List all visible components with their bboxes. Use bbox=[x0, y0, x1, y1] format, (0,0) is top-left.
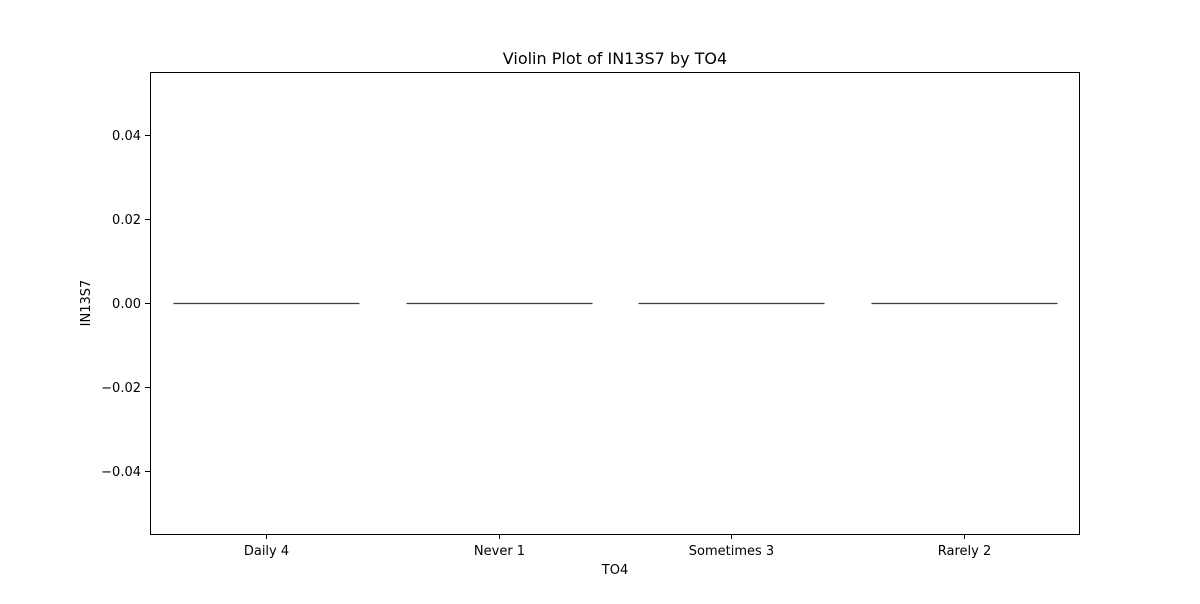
y-axis-label: IN13S7 bbox=[79, 280, 94, 327]
x-axis-label: TO4 bbox=[601, 563, 628, 578]
x-axis: Daily 4 Never 1 Sometimes 3 Rarely 2 bbox=[244, 534, 991, 559]
y-tick-label: 0.04 bbox=[112, 129, 141, 144]
x-tick-label: Rarely 2 bbox=[938, 544, 991, 559]
y-tick-label: 0.00 bbox=[112, 297, 141, 312]
x-tick-label: Never 1 bbox=[474, 544, 525, 559]
plot-area-frame bbox=[150, 72, 1080, 535]
chart-title: Violin Plot of IN13S7 by TO4 bbox=[503, 49, 727, 68]
x-tick-label: Sometimes 3 bbox=[689, 544, 774, 559]
y-tick-label: −0.04 bbox=[101, 465, 141, 480]
x-tick-label: Daily 4 bbox=[244, 544, 289, 559]
y-tick-label: −0.02 bbox=[101, 381, 141, 396]
y-tick-label: 0.02 bbox=[112, 213, 141, 228]
y-axis: 0.04 0.02 0.00 −0.02 −0.04 bbox=[101, 129, 150, 480]
